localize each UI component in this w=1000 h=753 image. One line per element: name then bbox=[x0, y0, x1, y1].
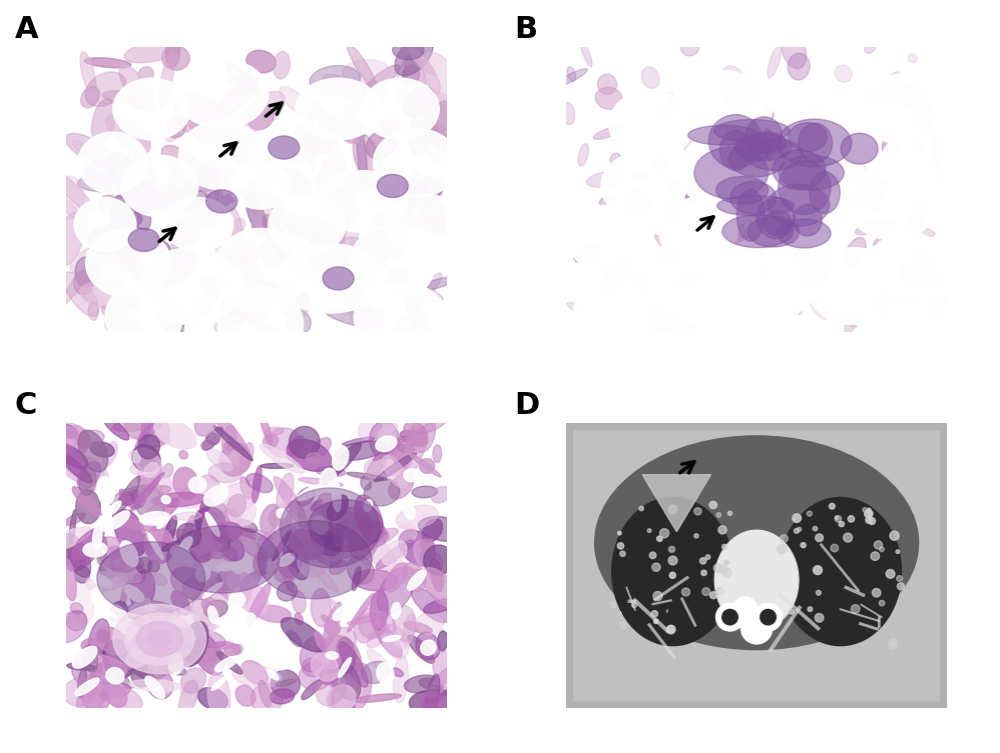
Text: B: B bbox=[515, 15, 538, 44]
Text: A: A bbox=[15, 15, 38, 44]
Text: C: C bbox=[15, 392, 37, 420]
Text: D: D bbox=[515, 392, 540, 420]
